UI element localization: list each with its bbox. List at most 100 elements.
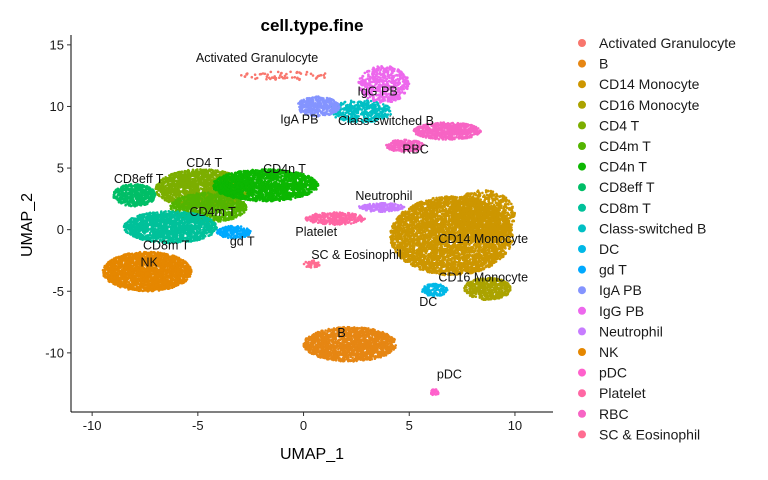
cell-point (493, 250, 497, 253)
cell-point (376, 346, 379, 350)
cell-point (255, 76, 259, 80)
cell-point (354, 347, 358, 351)
cell-point (307, 343, 310, 346)
cell-point (267, 76, 271, 80)
cell-point (274, 78, 278, 81)
cell-point (322, 74, 326, 77)
cell-point (338, 342, 342, 345)
cell-point (387, 338, 391, 341)
cell-point (364, 327, 368, 330)
cell-point (403, 226, 406, 230)
cell-point (386, 342, 390, 346)
cell-point (309, 72, 313, 76)
cell-point (372, 344, 375, 348)
cell-point (361, 354, 364, 358)
cell-point (374, 350, 378, 354)
cell-point (374, 339, 377, 343)
cell-point (318, 74, 321, 77)
cell-point (364, 347, 368, 350)
cell-point (426, 219, 429, 223)
cell-point (331, 340, 334, 344)
cell-point (507, 247, 511, 251)
cell-point (353, 336, 357, 339)
cell-point (478, 248, 481, 251)
cell-point (342, 358, 346, 362)
cell-point (283, 74, 287, 78)
cell-point (468, 259, 471, 262)
cell-point (319, 356, 322, 359)
cell-point (311, 74, 315, 77)
cell-point (355, 335, 359, 338)
cell-point (304, 73, 308, 76)
cell-point (346, 352, 349, 355)
cell-point (278, 76, 281, 79)
cell-point (315, 76, 319, 79)
cell-point (450, 258, 453, 262)
cell-point (367, 347, 371, 350)
cell-point (370, 354, 374, 357)
cell-point (438, 263, 441, 266)
cell-point (332, 327, 336, 331)
cell-point (305, 348, 309, 351)
cell-point (379, 355, 383, 359)
cell-point (385, 348, 389, 351)
cell-point (245, 73, 248, 76)
cell-point (298, 78, 301, 82)
cell-point (243, 75, 247, 78)
cell-point (391, 340, 394, 343)
cell-point (378, 347, 382, 350)
cell-point (332, 330, 336, 333)
cell-point (349, 355, 353, 359)
cell-point (403, 236, 406, 240)
cell-point (352, 360, 355, 363)
cell-point (330, 338, 334, 342)
cell-point (276, 70, 280, 74)
cell-point (323, 345, 326, 349)
cell-point (378, 341, 382, 345)
cell-point (366, 355, 369, 358)
cell-point (373, 328, 376, 332)
cell-point (265, 77, 268, 81)
cell-point (307, 341, 310, 344)
chart-title: cell.type.fine (261, 16, 364, 35)
cell-point (392, 222, 396, 225)
cell-point (285, 76, 289, 79)
cell-point (359, 329, 362, 333)
cell-point (423, 202, 426, 206)
cell-point (491, 248, 494, 251)
cell-point (272, 76, 276, 79)
cell-point (342, 356, 346, 360)
cell-point (330, 348, 333, 352)
cell-point (381, 337, 384, 340)
cell-point (453, 265, 457, 268)
cell-point (350, 346, 354, 350)
cell-point (418, 216, 422, 219)
cell-point (303, 345, 306, 349)
cell-point (381, 331, 385, 335)
cell-point (259, 72, 263, 76)
cell-point (362, 339, 366, 342)
cell-point (381, 340, 385, 344)
cell-point (350, 326, 354, 330)
cell-point (386, 351, 389, 355)
cell-point (357, 345, 361, 348)
cell-point (359, 332, 362, 336)
cell-point (323, 342, 327, 346)
cell-point (368, 343, 372, 346)
cell-point (305, 70, 309, 74)
cell-point (349, 332, 353, 335)
cell-point (321, 334, 324, 338)
cell-point (295, 71, 299, 74)
cell-point (354, 342, 357, 345)
cell-point (365, 357, 369, 361)
cell-point (346, 338, 350, 342)
cell-point (332, 358, 335, 362)
cell-point (405, 219, 408, 223)
cell-point (348, 328, 351, 331)
cell-point (417, 265, 421, 269)
cell-point (362, 335, 366, 339)
series-b (302, 325, 398, 363)
cell-point (500, 249, 504, 253)
cell-point (265, 75, 269, 78)
cell-point (350, 336, 353, 340)
